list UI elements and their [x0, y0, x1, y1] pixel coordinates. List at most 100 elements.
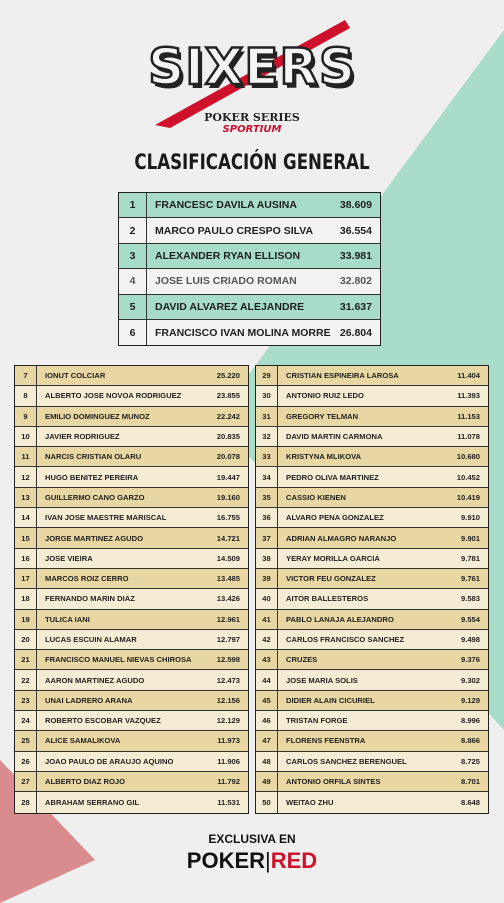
rank: 8: [15, 386, 37, 406]
rank: 34: [256, 467, 278, 487]
footer-brand-main: POKER: [186, 848, 266, 873]
table-row: 8 ALBERTO JOSE NOVOA RODRIGUEZ 23.855: [15, 386, 248, 407]
player-name: JORGE MARTINEZ AGUDO: [45, 533, 144, 543]
table-row: 4 JOSE LUIS CRIADO ROMAN 32.802: [119, 269, 380, 295]
rank: 38: [256, 548, 278, 568]
rank: 17: [15, 568, 37, 589]
table-row: 35 CASSIO KIENEN 10.419: [256, 487, 488, 509]
table-row: 22 AARON MARTINEZ AGUDO 12.473: [15, 670, 248, 691]
table-row: 11 NARCIS CRISTIAN OLARU 20.078: [15, 447, 248, 468]
player-name: ADRIAN ALMAGRO NARANJO: [286, 533, 397, 543]
rank: 1: [119, 193, 147, 218]
player-name: ALBERTO JOSE NOVOA RODRIGUEZ: [45, 391, 182, 401]
table-row: 13 GUILLERMO CANO GARZO 19.160: [15, 487, 248, 509]
score: 36.554: [339, 224, 372, 237]
table-row: 34 PEDRO OLIVA MARTINEZ 10.452: [256, 467, 488, 488]
logo-slash: [155, 20, 350, 128]
table-row: 31 GREGORY TELMAN 11.153: [256, 406, 488, 427]
player-name: IONUT COLCIAR: [45, 371, 106, 381]
rank: 47: [256, 731, 278, 751]
player-name: MARCO PAULO CRESPO SILVA: [155, 224, 314, 237]
table-row: 40 AITOR BALLESTEROS 9.583: [256, 589, 488, 610]
table-row: 48 CARLOS SANCHEZ BERENGUEL 8.725: [256, 751, 488, 772]
right-table: 29 CRISTIAN ESPINEIRA LAROSA 11.404 30 ANTON…: [255, 365, 489, 814]
score: 9.761: [460, 574, 480, 584]
score: 38.609: [339, 199, 372, 212]
rank: 3: [119, 243, 147, 269]
table-row: 5 DAVID ALVAREZ ALEJANDRE 31.637: [119, 294, 380, 320]
score: 8.996: [460, 716, 480, 726]
table-row: 27 ALBERTO DIAZ ROJO 11.792: [15, 771, 248, 793]
table-row: 18 FERNANDO MARIN DIAZ 13.426: [15, 589, 248, 610]
table-row: 32 DAVID MARTIN CARMONA 11.078: [256, 426, 488, 448]
table-row: 44 JOSE MARIA SOLIS 9.302: [256, 670, 488, 691]
score: 9.781: [460, 553, 480, 563]
score: 14.721: [216, 533, 240, 543]
rank: 44: [256, 670, 278, 690]
score: 13.485: [216, 574, 240, 584]
player-name: PABLO LANAJA ALEJANDRO: [286, 614, 394, 624]
rank: 24: [15, 711, 37, 731]
table-row: 3 ALEXANDER RYAN ELLISON 33.981: [119, 243, 380, 270]
player-name: FRANCISCO MANUEL NIEVAS CHIROSA: [45, 655, 192, 665]
table-row: 25 ALICE SAMALIKOVA 11.973: [15, 731, 248, 752]
player-name: CRISTIAN ESPINEIRA LAROSA: [286, 371, 399, 381]
score: 12.473: [216, 675, 240, 685]
player-name: GREGORY TELMAN: [286, 411, 359, 421]
score: 16.755: [216, 513, 240, 523]
score: 9.583: [460, 594, 480, 604]
rank: 42: [256, 629, 278, 650]
player-name: WEITAO ZHU: [286, 797, 334, 807]
table-row: 1 FRANCESC DAVILA AUSINA 38.609: [119, 193, 380, 219]
score: 22.242: [216, 411, 240, 421]
player-name: ROBERTO ESCOBAR VAZQUEZ: [45, 716, 161, 726]
rank: 37: [256, 528, 278, 548]
score: 11.404: [457, 371, 480, 381]
table-row: 38 YERAY MORILLA GARCIA 9.781: [256, 548, 488, 569]
rank: 10: [15, 426, 37, 447]
score: 26.804: [339, 326, 372, 339]
score: 11.393: [457, 391, 480, 401]
score: 11.531: [217, 797, 240, 807]
rank: 9: [15, 406, 37, 426]
score: 9.910: [460, 513, 480, 523]
rank: 27: [15, 771, 37, 792]
table-row: 30 ANTONIO RUIZ LEDO 11.393: [256, 386, 488, 407]
score: 8.866: [460, 736, 480, 746]
score: 10.452: [456, 472, 480, 482]
rank: 18: [15, 589, 37, 609]
table-row: 45 DIDIER ALAIN CICURIEL 9.129: [256, 690, 488, 712]
player-name: FERNANDO MARIN DIAZ: [45, 594, 135, 604]
player-name: CARLOS FRANCISCO SANCHEZ: [286, 635, 405, 644]
table-row: 16 JOSE VIEIRA 14.509: [15, 548, 248, 569]
score: 11.792: [217, 777, 240, 787]
table-row: 19 TULICA IANI 12.961: [15, 609, 248, 630]
table-row: 12 HUGO BENITEZ PEREIRA 19.447: [15, 467, 248, 488]
score: 9.376: [460, 655, 480, 665]
player-name: YERAY MORILLA GARCIA: [286, 553, 380, 563]
rank: 20: [15, 629, 37, 650]
score: 12.598: [216, 655, 240, 665]
player-name: ALICE SAMALIKOVA: [45, 736, 121, 746]
score: 19.447: [216, 472, 240, 482]
score: 8.701: [460, 777, 480, 787]
rank: 43: [256, 650, 278, 670]
player-name: FRANCISCO IVAN MOLINA MORRE: [155, 326, 331, 339]
rank: 2: [119, 218, 147, 243]
rank: 39: [256, 568, 278, 589]
rank: 15: [15, 528, 37, 548]
rank: 29: [256, 366, 278, 386]
rank: 46: [256, 711, 278, 731]
player-name: HUGO BENITEZ PEREIRA: [45, 472, 139, 482]
score: 12.129: [216, 716, 240, 726]
player-name: MARCOS ROIZ CERRO: [45, 574, 129, 584]
score: 19.160: [216, 492, 240, 502]
rank: 26: [15, 751, 37, 771]
player-name: ALBERTO DIAZ ROJO: [45, 777, 126, 787]
player-name: NARCIS CRISTIAN OLARU: [45, 452, 142, 462]
rank: 28: [15, 792, 37, 813]
player-name: DAVID ALVAREZ ALEJANDRE: [155, 300, 305, 313]
score: 12.961: [216, 614, 240, 624]
player-name: PEDRO OLIVA MARTINEZ: [286, 472, 379, 482]
